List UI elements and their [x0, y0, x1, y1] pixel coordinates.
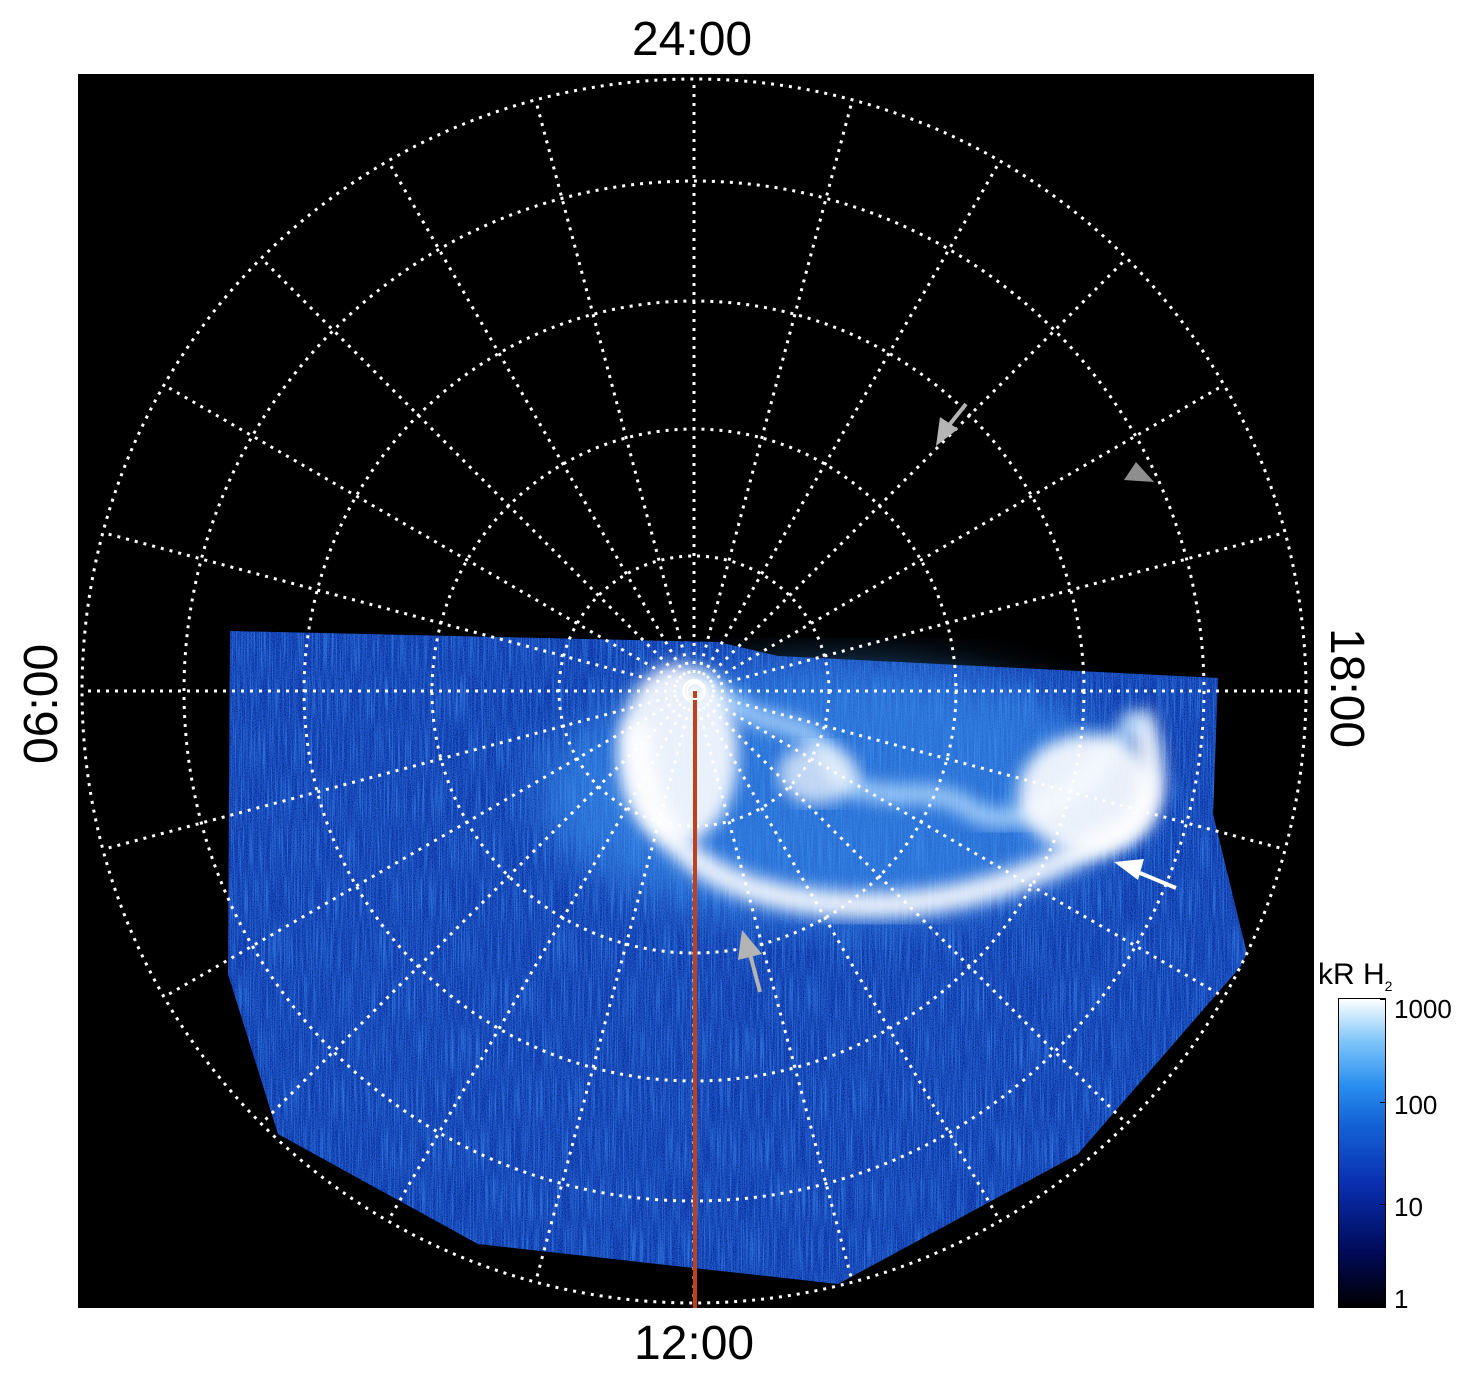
colorbar-tick-mark [1380, 1306, 1386, 1307]
grid-meridian [163, 383, 695, 693]
grid-circle [80, 77, 1308, 1305]
grid-meridian [693, 531, 1286, 693]
colorbar-title-sub: 2 [1384, 978, 1393, 994]
time-label-18: 18:00 [1320, 628, 1373, 749]
grid-meridian [693, 689, 1286, 851]
pole-marker [686, 682, 704, 700]
colorbar-title-main: kR H [1318, 958, 1385, 991]
colorbar-tick-label: 1 [1394, 1284, 1409, 1314]
grid-meridian [102, 531, 695, 693]
mid-bright-spot [778, 744, 858, 804]
time-label-12: 12:00 [634, 1317, 755, 1370]
colorbar-tick-label: 100 [1394, 1090, 1438, 1120]
grid-meridian [386, 160, 696, 692]
auroral-polar-projection [78, 74, 1314, 1308]
grid-meridian [692, 690, 1002, 1222]
grid-meridian [693, 383, 1225, 693]
grid-meridian [260, 257, 696, 693]
grid-meridian [692, 257, 1128, 693]
dusk-bright-spot [1018, 734, 1158, 854]
grid-meridian [534, 690, 696, 1283]
colorbar-tick-label: 1000 [1394, 994, 1452, 1024]
grid-meridian [260, 689, 696, 1125]
grid-meridian [693, 689, 1225, 999]
colorbar-title: kR H2 [1318, 958, 1392, 994]
colorbar-tick-mark [1380, 1102, 1386, 1103]
grid-meridian [163, 689, 695, 999]
emission-region [228, 631, 1248, 1284]
gray-arrowhead-right [1124, 462, 1154, 482]
grid-meridian [692, 690, 854, 1283]
colorbar-tick-mark [1380, 1204, 1386, 1205]
colorbar-tick-label: 10 [1394, 1192, 1423, 1222]
gray-arrow-upper [936, 402, 968, 446]
grid-meridian [692, 689, 1128, 1125]
grid-meridian [386, 690, 696, 1222]
colorbar [1338, 998, 1386, 1308]
grid-meridian [692, 99, 854, 692]
grid-meridian [534, 99, 696, 692]
grid-meridian [692, 160, 1002, 692]
colorbar-gradient [1338, 998, 1386, 1308]
polar-plot-svg [78, 74, 1314, 1308]
time-label-06: 06:00 [15, 643, 68, 764]
white-arrow-right [1114, 859, 1177, 890]
colorbar-tick-mark [1380, 999, 1386, 1000]
gray-arrow-lower [738, 930, 762, 993]
grid-meridian [102, 689, 695, 851]
time-label-24: 24:00 [632, 13, 753, 66]
